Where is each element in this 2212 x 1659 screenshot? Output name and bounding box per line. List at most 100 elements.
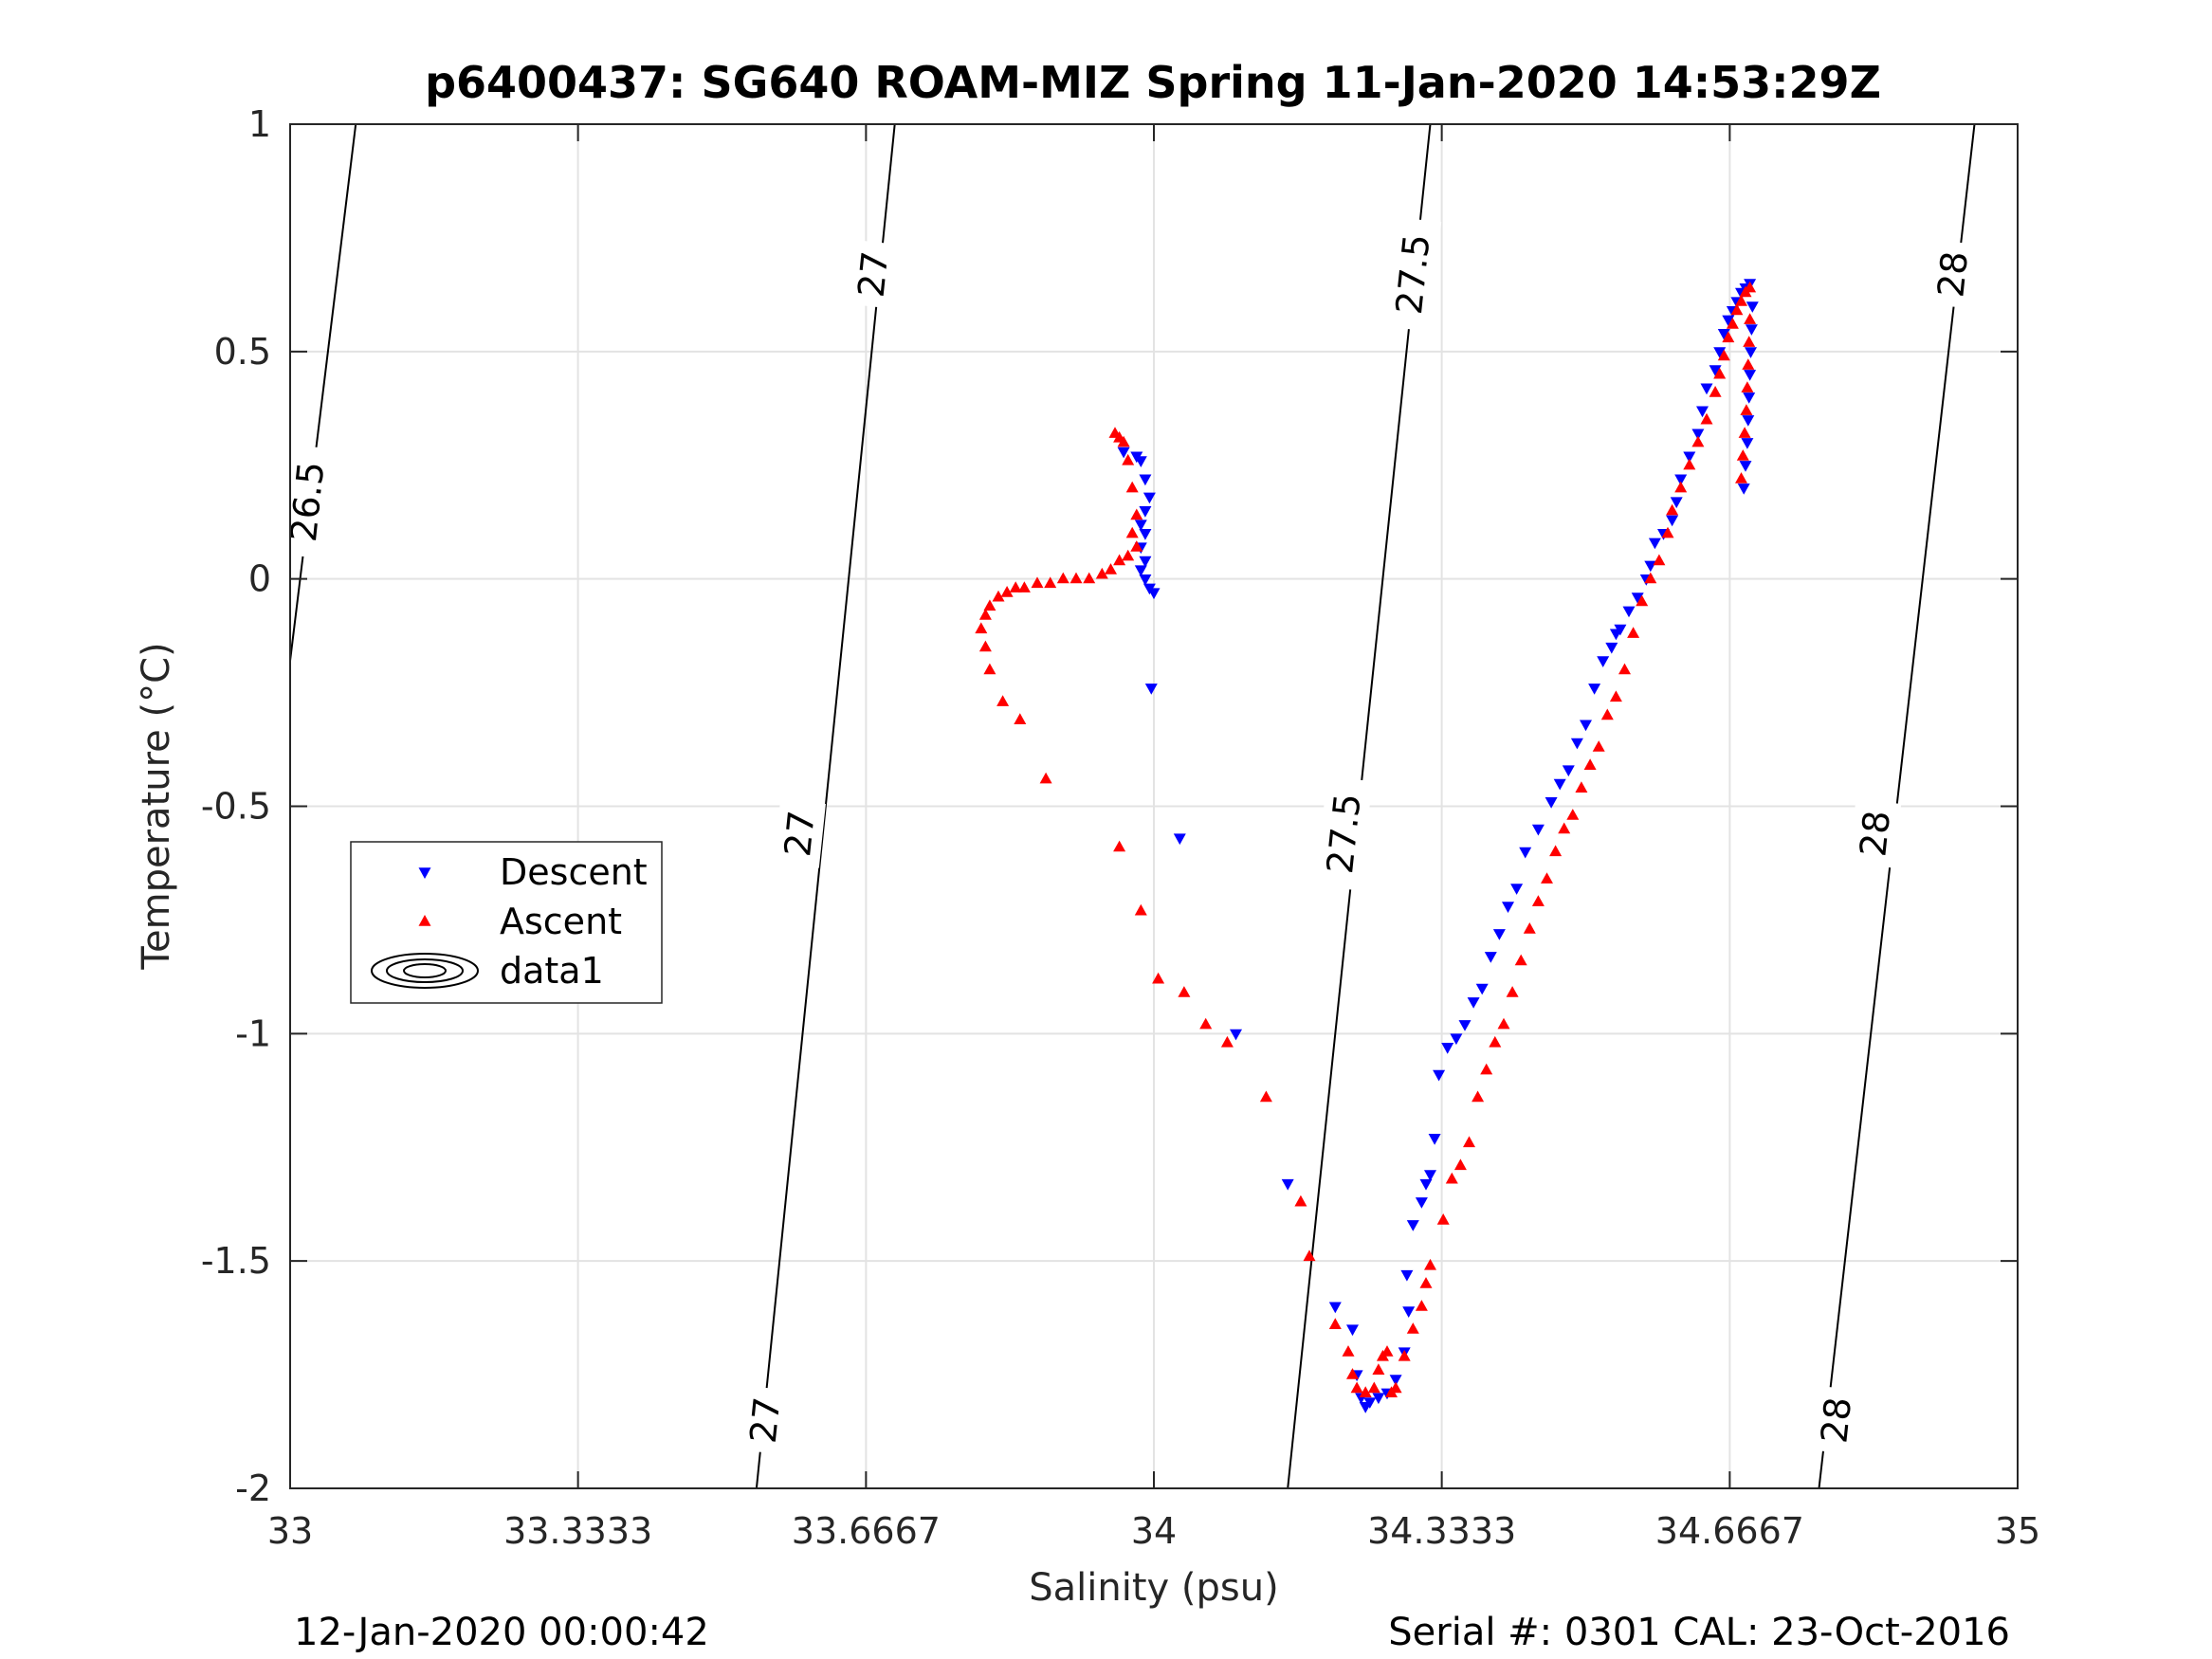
legend-label-data1: data1 xyxy=(500,950,604,992)
ascent-point xyxy=(1592,740,1605,752)
ascent-point xyxy=(1730,303,1744,316)
ascent-point xyxy=(1152,972,1165,984)
ascent-point xyxy=(1199,1017,1213,1030)
ascent-point xyxy=(1415,1300,1428,1311)
x-tick-label: 33.6667 xyxy=(792,1510,941,1552)
descent-point xyxy=(1674,474,1688,486)
ascent-point xyxy=(1445,1172,1458,1184)
ascent-point xyxy=(1523,922,1536,934)
y-tick-label: 0.5 xyxy=(214,331,271,373)
descent-point xyxy=(1372,1393,1385,1405)
series-ascent xyxy=(975,281,1757,1397)
ascent-point xyxy=(1575,781,1588,793)
contour-label: 27 xyxy=(742,1395,789,1446)
ascent-point xyxy=(1350,1381,1363,1394)
ascent-point xyxy=(1636,594,1649,607)
footer-serial-cal: Serial #: 0301 CAL: 23-Oct-2016 xyxy=(1388,1611,2010,1654)
descent-point xyxy=(1363,1397,1377,1409)
ascent-point xyxy=(1398,1349,1411,1361)
ascent-point xyxy=(1014,713,1027,724)
legend-label-ascent: Ascent xyxy=(500,901,622,942)
ascent-point xyxy=(1130,540,1143,552)
descent-point xyxy=(1475,983,1489,995)
descent-point xyxy=(1745,324,1758,336)
contour-line-26-5 xyxy=(289,123,357,662)
ascent-point xyxy=(983,663,996,675)
ascent-point xyxy=(1735,472,1747,483)
descent-point xyxy=(1519,847,1532,859)
descent-point xyxy=(1441,1043,1454,1054)
ascent-point xyxy=(1661,526,1674,538)
contour-label-bg xyxy=(1315,776,1373,891)
descent-point xyxy=(1428,1134,1441,1145)
ascent-point xyxy=(1566,809,1580,820)
ascent-point xyxy=(1627,627,1640,638)
ascent-point xyxy=(1346,1368,1359,1379)
descent-point xyxy=(1700,383,1713,395)
descent-point xyxy=(1450,1033,1463,1046)
y-axis-label: Temperature (°C) xyxy=(135,642,178,970)
ascent-point xyxy=(1713,367,1727,379)
ascent-point xyxy=(1419,1277,1433,1288)
ascent-point xyxy=(983,599,996,611)
descent-point xyxy=(1580,720,1592,732)
contour-label-bg xyxy=(774,798,826,868)
ascent-point xyxy=(1367,1381,1380,1394)
ascent-point xyxy=(1722,331,1735,343)
ascent-point xyxy=(1424,1258,1436,1270)
chart-title: p6400437: SG640 ROAM-MIZ Spring 11-Jan-2… xyxy=(425,57,1881,108)
descent-point xyxy=(1666,515,1679,527)
legend: Descent Ascent data1 xyxy=(350,841,663,1004)
ascent-point xyxy=(1328,1318,1342,1329)
descent-point xyxy=(1709,365,1722,376)
descent-point xyxy=(1139,556,1152,568)
ascent-point xyxy=(1709,386,1722,397)
legend-marker-ascent xyxy=(418,915,431,926)
ascent-point xyxy=(1009,581,1022,592)
ascent-point xyxy=(1125,481,1139,493)
y-tick-label: -0.5 xyxy=(201,786,271,828)
y-tick-label: -1 xyxy=(235,1012,271,1054)
ascent-point xyxy=(1095,567,1108,579)
descent-point xyxy=(1433,1069,1446,1082)
ascent-point xyxy=(1609,690,1622,702)
descent-point xyxy=(1717,329,1730,340)
descent-point xyxy=(1588,684,1601,695)
ascent-point xyxy=(1220,1035,1234,1048)
descent-point xyxy=(1644,560,1657,573)
ascent-point xyxy=(1436,1213,1450,1225)
ascent-point xyxy=(1453,1158,1467,1171)
ascent-point xyxy=(1653,554,1666,566)
descent-point xyxy=(1553,778,1566,791)
contour-label: 27 xyxy=(777,809,823,859)
legend-contour-icon xyxy=(371,953,479,989)
descent-point xyxy=(1562,765,1575,777)
ascent-point xyxy=(975,622,988,634)
descent-point xyxy=(1722,315,1735,327)
ascent-point xyxy=(1549,845,1563,857)
ascent-point xyxy=(1726,318,1739,329)
contour-label: 27.5 xyxy=(1388,232,1438,317)
descent-point xyxy=(1545,797,1558,809)
contour-label-bg xyxy=(1927,239,1980,309)
descent-point xyxy=(1230,1029,1242,1041)
descent-point xyxy=(1622,606,1636,618)
ascent-point xyxy=(992,590,1005,602)
ascent-point xyxy=(1372,1363,1385,1375)
descent-point xyxy=(1281,1178,1294,1191)
contour-label-bg xyxy=(847,239,900,309)
footer-timestamp: 12-Jan-2020 00:00:42 xyxy=(294,1611,709,1654)
y-tick-label: 0 xyxy=(248,558,271,600)
ascent-point xyxy=(1618,663,1631,675)
x-axis-ticks: 33 33.3333 33.6667 34 34.3333 34.6667 35 xyxy=(267,124,2040,1552)
ascent-point xyxy=(1117,435,1130,447)
ascent-point xyxy=(1742,358,1755,370)
ascent-point xyxy=(1122,453,1135,465)
ascent-point xyxy=(1600,708,1614,720)
ascent-point xyxy=(1741,381,1754,392)
ascent-point xyxy=(1039,772,1052,784)
ascent-point xyxy=(1666,503,1679,516)
ascent-point xyxy=(1514,954,1527,966)
descent-point xyxy=(1502,902,1514,913)
